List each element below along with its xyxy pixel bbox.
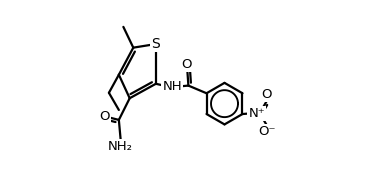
Text: O: O [182, 58, 192, 71]
Text: S: S [152, 37, 160, 51]
Text: NH: NH [162, 80, 182, 93]
Text: O⁻: O⁻ [258, 125, 275, 138]
Text: N⁺: N⁺ [248, 107, 265, 120]
Text: NH₂: NH₂ [108, 140, 133, 153]
Text: O: O [99, 110, 110, 123]
Text: O: O [261, 88, 272, 101]
